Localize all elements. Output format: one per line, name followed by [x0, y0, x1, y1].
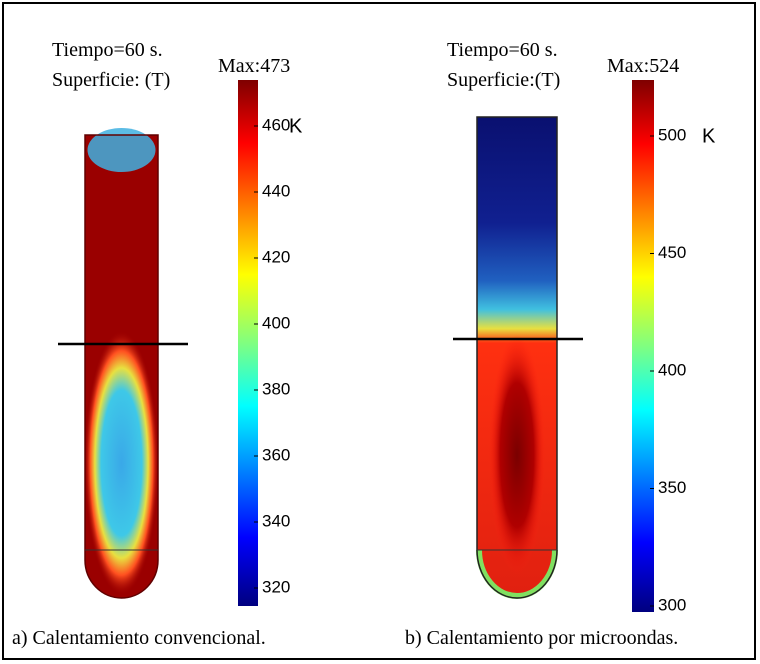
colorbar-tick-label: 500	[658, 125, 686, 144]
max-label: Max:473	[218, 55, 290, 77]
colorbar-tick-label: 460	[262, 115, 290, 134]
colorbar-tick-label: 360	[262, 445, 290, 464]
colorbar-tick-label: 300	[658, 595, 686, 614]
time-label: Tiempo=60 s.	[447, 39, 558, 61]
colorbar-tick-label: 400	[262, 313, 290, 332]
caption: b) Calentamiento por microondas.	[405, 627, 678, 649]
colorbar-tick-label: 420	[262, 247, 290, 266]
colorbar-tick-label: 400	[658, 360, 686, 379]
colorbar	[238, 80, 258, 606]
unit-label: K	[702, 125, 716, 147]
surface-label: Superficie:(T)	[447, 69, 560, 91]
colorbar-tick-label: 380	[262, 379, 290, 398]
colorbar	[632, 80, 654, 612]
colorbar-tick-label: 340	[262, 511, 290, 530]
tube-conventional	[58, 128, 188, 599]
colorbar-tick-label: 350	[658, 478, 686, 497]
colorbar-tick-label: 440	[262, 181, 290, 200]
colorbar-tick-label: 450	[658, 243, 686, 262]
tube-microwave	[453, 116, 583, 599]
time-label: Tiempo=60 s.	[52, 39, 163, 61]
unit-label: K	[289, 115, 303, 137]
max-label: Max:524	[607, 55, 679, 77]
colorbar-tick-label: 320	[262, 577, 290, 596]
surface-label: Superficie: (T)	[52, 69, 170, 91]
caption: a) Calentamiento convencional.	[12, 627, 266, 649]
